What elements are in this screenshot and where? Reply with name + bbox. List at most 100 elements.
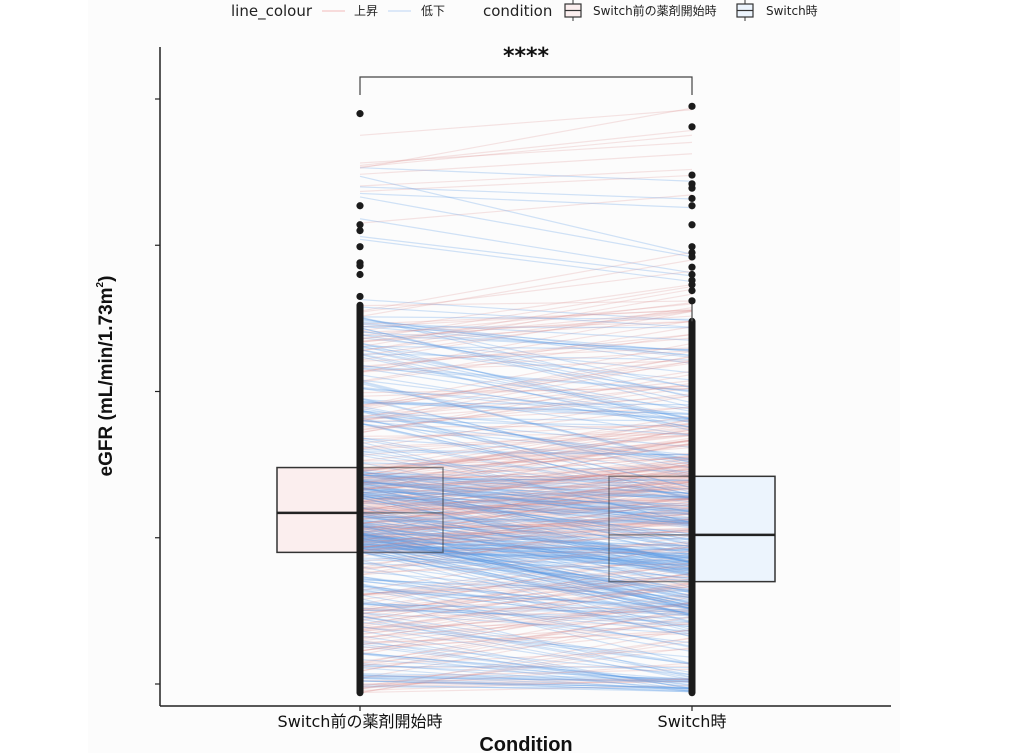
line-down (359, 534, 693, 575)
outlier-point (688, 243, 696, 251)
line-down (359, 496, 693, 570)
line-up (359, 107, 693, 169)
line-down (359, 478, 693, 508)
line-down (359, 680, 693, 689)
line-up (359, 109, 693, 136)
line-up (359, 470, 693, 511)
line-down (359, 612, 693, 635)
line-down (359, 175, 693, 255)
line-up (359, 497, 693, 541)
outlier-point (356, 227, 364, 235)
line-down (359, 547, 693, 551)
line-up (359, 566, 693, 615)
line-down (359, 537, 693, 598)
line-up (359, 443, 693, 479)
line-down (359, 532, 693, 547)
line-down (359, 379, 693, 421)
line-up (359, 342, 693, 407)
line-down (359, 544, 693, 606)
line-down (359, 356, 693, 429)
line-down (359, 386, 693, 423)
line-up (359, 476, 693, 485)
line-up (359, 458, 693, 466)
line-down (359, 450, 693, 497)
line-up (359, 500, 693, 550)
legend-label-down: 低下 (421, 4, 445, 18)
line-up (359, 310, 693, 373)
line-down (359, 321, 693, 341)
legend-title-condition: condition (483, 2, 552, 20)
line-up (359, 623, 693, 645)
line-up (359, 581, 693, 631)
line-down (359, 546, 693, 565)
line-down (359, 545, 693, 571)
line-up (359, 521, 693, 529)
legend-label-switch: Switch時 (766, 4, 818, 18)
line-down (359, 645, 693, 686)
line-down (359, 471, 693, 510)
line-down (359, 480, 693, 512)
line-down (359, 479, 693, 513)
line-down (359, 674, 693, 681)
line-down (359, 537, 693, 603)
line-down (359, 488, 693, 548)
line-down (359, 544, 693, 623)
line-up (359, 456, 693, 482)
line-down (359, 667, 693, 692)
line-down (359, 602, 693, 616)
line-down (359, 316, 693, 389)
line-up (359, 481, 693, 542)
line-down (359, 480, 693, 523)
line-down (359, 334, 693, 388)
line-up (359, 422, 693, 457)
line-down (359, 494, 693, 564)
line-down (359, 658, 693, 682)
line-down (359, 537, 693, 616)
line-up (359, 466, 693, 498)
line-down (359, 511, 693, 562)
line-down (359, 326, 693, 329)
line-down (359, 533, 693, 540)
line-up (359, 350, 693, 373)
line-down (359, 419, 693, 456)
line-down (359, 684, 693, 693)
line-up (359, 360, 693, 407)
line-down (359, 534, 693, 607)
line-down (359, 397, 693, 477)
line-down (359, 530, 693, 557)
line-up (359, 479, 693, 518)
outlier-point (688, 286, 696, 295)
line-up (359, 501, 693, 546)
line-up (359, 610, 693, 618)
line-down (359, 337, 693, 374)
line-down (359, 487, 693, 526)
line-up (359, 382, 693, 434)
legend: line_colour 上昇 低下 condition Switch前の薬剤開始… (231, 0, 818, 21)
line-down (359, 603, 693, 628)
line-down (359, 575, 693, 635)
line-down (359, 515, 693, 573)
line-up (359, 640, 693, 694)
line-down (359, 480, 693, 552)
line-up (359, 511, 693, 529)
line-down (359, 540, 693, 579)
line-down (359, 548, 693, 567)
line-down (359, 410, 693, 437)
boxes-right-dodge (691, 475, 776, 583)
line-up (359, 153, 693, 175)
outlier-point (356, 110, 364, 118)
line-down (359, 374, 693, 428)
line-down (359, 600, 693, 633)
line-up (359, 488, 693, 510)
line-down (359, 334, 693, 351)
line-up (359, 511, 693, 541)
line-down (359, 586, 693, 626)
line-up (359, 507, 693, 549)
line-down (359, 497, 693, 567)
line-up (359, 457, 693, 510)
line-down (359, 615, 693, 674)
line-up (359, 678, 693, 682)
line-down (359, 503, 693, 577)
line-down (359, 532, 693, 607)
